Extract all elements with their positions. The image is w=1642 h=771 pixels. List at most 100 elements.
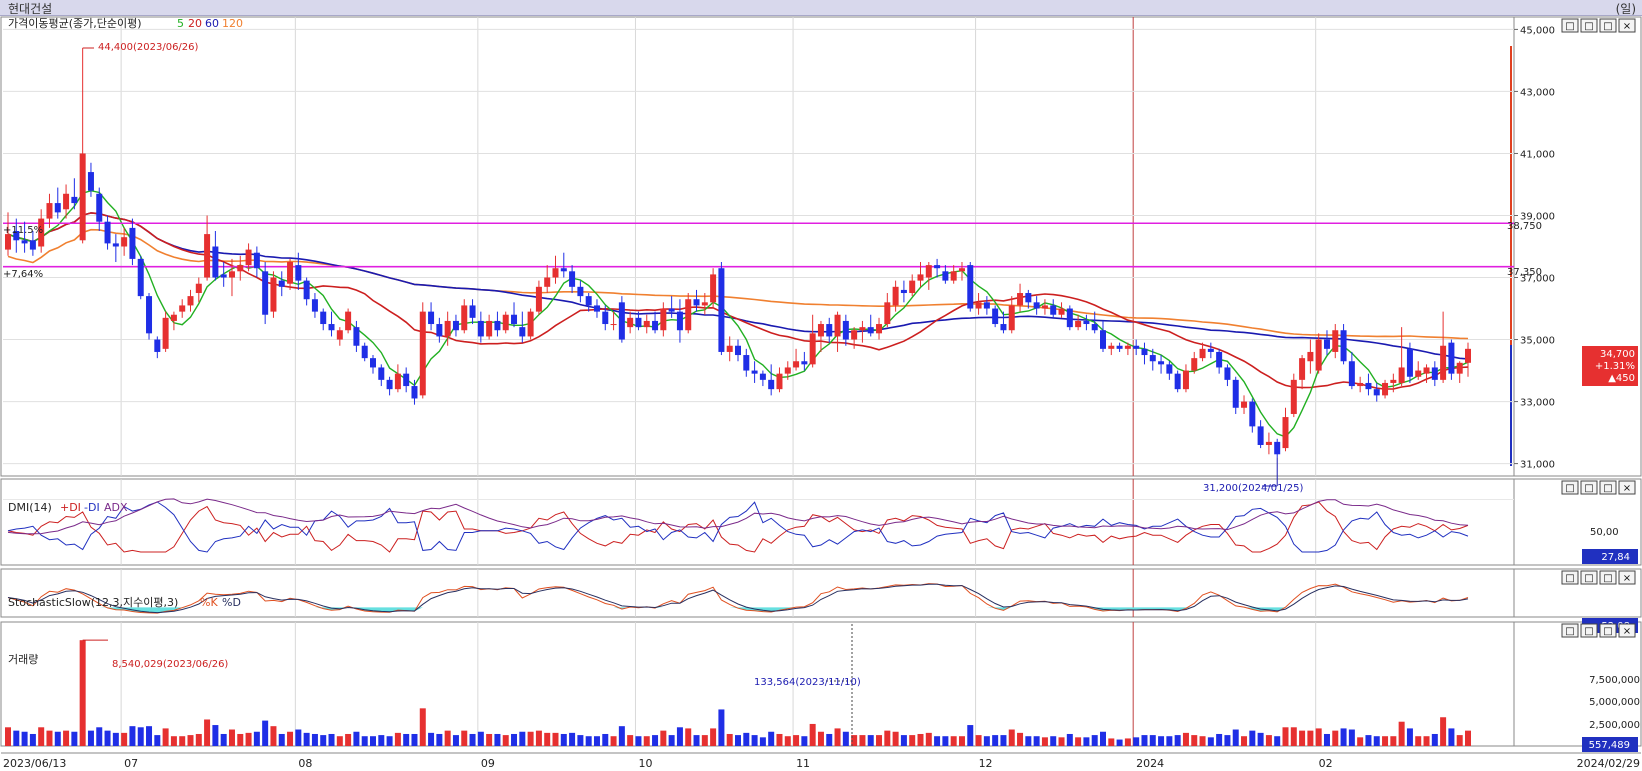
- candle-body: [328, 324, 335, 331]
- panel-control-button-label[interactable]: □: [1603, 573, 1612, 584]
- panel-control-button-label[interactable]: □: [1603, 626, 1612, 637]
- panel-control-button-label[interactable]: □: [1565, 573, 1574, 584]
- candle-body: [1390, 379, 1397, 383]
- panel-control-button-label[interactable]: □: [1603, 483, 1612, 494]
- panel-control-buttons[interactable]: □ □ □ × □ □ □ × □ □ □ × □ □ □ ×: [1561, 18, 1636, 638]
- panel-control-button-label[interactable]: ×: [1623, 573, 1631, 584]
- panel-control-button[interactable]: [1580, 18, 1598, 33]
- panel-control-button[interactable]: [1561, 18, 1579, 33]
- volume-bar: [228, 729, 235, 746]
- candle-body: [992, 308, 999, 325]
- panel-control-button[interactable]: [1599, 480, 1617, 495]
- volume-bar: [179, 736, 186, 746]
- candle-body: [950, 271, 957, 281]
- panel-control-button[interactable]: [1580, 480, 1598, 495]
- candle-body: [1000, 324, 1007, 331]
- panel-control-button[interactable]: [1599, 18, 1617, 33]
- candle-body: [1465, 348, 1471, 363]
- x-end-date: 2024/02/29: [1577, 757, 1640, 770]
- candle-body: [1100, 330, 1106, 349]
- stoch-legend-k: %K: [200, 596, 218, 609]
- panel-control-button[interactable]: [1561, 570, 1579, 585]
- candle-body: [1149, 355, 1156, 362]
- candle-body: [46, 203, 53, 219]
- volume-bar: [560, 733, 567, 746]
- volume-bar: [154, 735, 161, 746]
- volume-bar: [1207, 737, 1214, 746]
- panel-control-button-label[interactable]: □: [1565, 626, 1574, 637]
- candle-body: [909, 280, 916, 294]
- candle-body: [735, 345, 741, 356]
- candle-body: [643, 320, 650, 328]
- panel-control-button-label[interactable]: □: [1584, 21, 1593, 32]
- month-label: 10: [638, 757, 652, 770]
- panel-control-button-label[interactable]: □: [1584, 626, 1593, 637]
- volume-bar: [46, 730, 53, 746]
- volume-bar: [394, 732, 401, 746]
- candle-body: [154, 339, 161, 352]
- volume-bar: [1224, 735, 1231, 746]
- panel-control-button-label[interactable]: □: [1565, 21, 1574, 32]
- volume-bar: [1448, 728, 1455, 746]
- candle-body: [602, 311, 609, 325]
- panel-control-button[interactable]: [1618, 480, 1636, 495]
- candle-body: [1182, 370, 1189, 390]
- panel-control-button-label[interactable]: □: [1565, 483, 1574, 494]
- volume-bar: [452, 735, 459, 746]
- volume-bar: [585, 736, 592, 746]
- panel-control-button[interactable]: [1561, 480, 1579, 495]
- panel-control-button[interactable]: [1599, 570, 1617, 585]
- volume-bar: [685, 728, 692, 746]
- panel-frame: [0, 478, 1642, 566]
- panel-control-button-label[interactable]: ×: [1623, 21, 1631, 32]
- candle-body: [967, 265, 974, 309]
- volume-bar: [834, 728, 841, 746]
- panel-control-button[interactable]: [1580, 570, 1598, 585]
- volume-bar: [618, 726, 625, 746]
- volume-bar: [162, 728, 169, 746]
- ma5-path: [7, 189, 1469, 438]
- volume-high-annotation: 8,540,029(2023/06/26): [112, 659, 228, 670]
- panel-control-button[interactable]: [1618, 18, 1636, 33]
- candle-body: [627, 317, 634, 328]
- volume-bar: [311, 733, 318, 746]
- month-label: 08: [298, 757, 312, 770]
- candle-body: [461, 305, 468, 331]
- volume-bar: [967, 725, 974, 746]
- month-label: 2024: [1136, 757, 1164, 770]
- panel-control-button[interactable]: [1580, 623, 1598, 638]
- candle-body: [701, 302, 708, 306]
- volume-bar: [1174, 735, 1181, 746]
- volume-bar: [411, 733, 418, 746]
- candle-body: [917, 274, 924, 281]
- candle-body: [1058, 308, 1065, 315]
- candle-body: [146, 296, 153, 334]
- panel-control-button-label[interactable]: □: [1584, 573, 1593, 584]
- volume-bar: [1307, 730, 1314, 746]
- panel-control-button[interactable]: [1561, 623, 1579, 638]
- volume-bar: [1124, 738, 1131, 746]
- left-pct-label-2: +7,64%: [3, 269, 43, 280]
- stoch-legend-name: StochasticSlow(12,3,지수이평,3): [8, 596, 178, 609]
- panel-control-button-label[interactable]: □: [1603, 21, 1612, 32]
- volume-bar: [1000, 735, 1007, 746]
- candle-body: [63, 193, 70, 210]
- panel-control-button-label[interactable]: ×: [1623, 483, 1631, 494]
- candle-body: [428, 311, 435, 325]
- volume-bar: [444, 730, 451, 746]
- candle-body: [842, 320, 849, 340]
- candle-body: [1008, 305, 1015, 331]
- mdi-line: [7, 501, 1469, 553]
- volume-bar: [428, 732, 435, 746]
- panel-control-button-label[interactable]: ×: [1623, 626, 1631, 637]
- panel-control-button[interactable]: [1599, 623, 1617, 638]
- volume-bar: [1166, 736, 1173, 746]
- volume-bar: [477, 731, 484, 746]
- volume-bar: [220, 733, 227, 746]
- volume-bar: [1357, 737, 1364, 746]
- panel-control-button-label[interactable]: □: [1584, 483, 1593, 494]
- panel-control-button[interactable]: [1618, 570, 1636, 585]
- volume-bar: [1373, 736, 1380, 746]
- candle-body: [162, 317, 169, 349]
- panel-control-button[interactable]: [1618, 623, 1636, 638]
